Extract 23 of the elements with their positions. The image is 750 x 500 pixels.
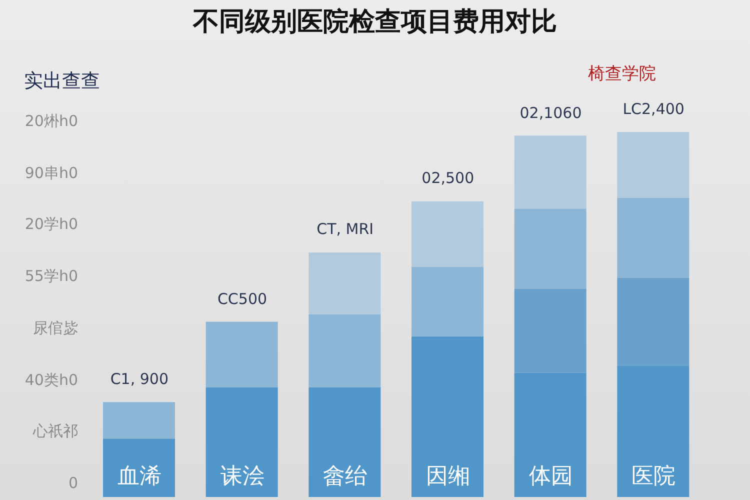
x-tick-label: 因缃: [426, 464, 470, 489]
text: 椅查学院: [588, 63, 656, 85]
annotation: 02,500: [420, 169, 476, 188]
annotation: C1, 900: [109, 370, 170, 388]
annotation: 0: [68, 474, 78, 492]
text: 20烞h0: [24, 112, 78, 131]
annotation: CC500: [216, 290, 268, 308]
x-tick-label: 诔浍: [220, 464, 264, 489]
annotation: 90串h0: [24, 164, 78, 183]
annotation: 55学h0: [24, 267, 78, 286]
annotation: LC2,400: [622, 100, 686, 118]
x-tick-label: 血浠: [117, 464, 162, 489]
y-axis-title: 实出查查: [24, 69, 100, 94]
annotation: 02,1060: [518, 104, 583, 122]
x-tick-label: 医院: [632, 464, 676, 489]
x-tick-label: 畲绐: [323, 464, 368, 489]
chart-title: 不同级别医院检查项目费用对比: [192, 6, 558, 39]
x-tick-label: 体园: [528, 464, 573, 489]
annotation: 心祇祁: [33, 422, 78, 442]
annotation: 40类h0: [24, 370, 78, 390]
annotation: 尿倌毖: [33, 318, 78, 338]
annotation: 20学h0: [24, 215, 78, 234]
annotation: CT, MRI: [316, 220, 375, 238]
